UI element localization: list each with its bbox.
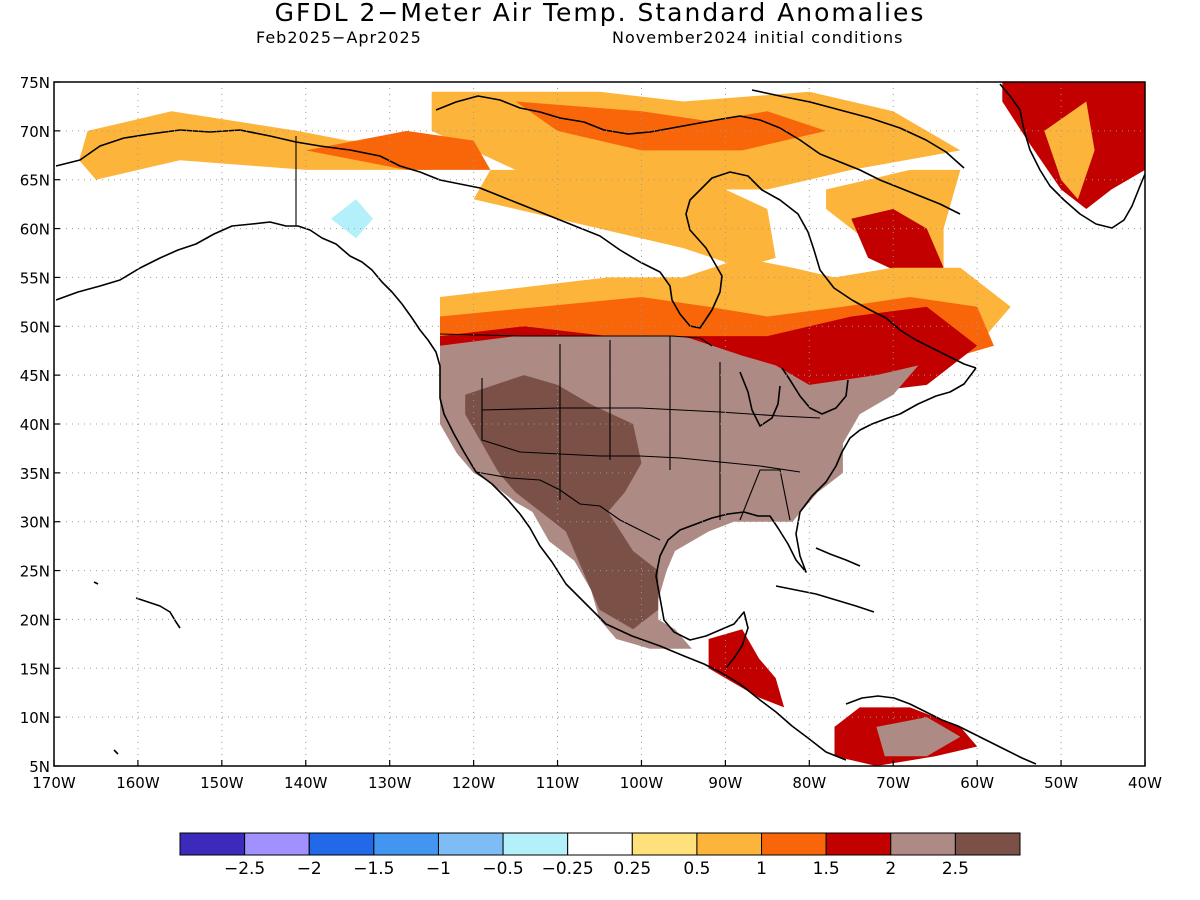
- colorbar-swatch: [761, 832, 827, 856]
- anomaly-region-labrador-warm: [851, 209, 944, 278]
- colorbar-label: −1: [426, 859, 451, 879]
- lat-tick-label: 40N: [20, 416, 50, 434]
- chart-title: GFDL 2−Meter Air Temp. Standard Anomalie…: [274, 0, 926, 27]
- colorbar-swatch: [567, 832, 633, 856]
- anomaly-region-nw-territories-warm: [305, 130, 491, 170]
- colorbar-label: −0.5: [482, 859, 523, 879]
- lat-tick-label: 65N: [20, 172, 50, 190]
- colorbar-label: 1: [756, 859, 767, 879]
- lat-tick-label: 55N: [20, 269, 50, 287]
- lat-tick-label: 60N: [20, 221, 50, 239]
- colorbar-swatch: [244, 832, 310, 856]
- lat-tick-label: 70N: [20, 123, 50, 141]
- lon-tick-label: 50W: [1044, 774, 1078, 792]
- colorbar-label: −1.5: [353, 859, 394, 879]
- colorbar-label: −2.5: [224, 859, 265, 879]
- anomaly-region-west-canada-cool: [456, 238, 491, 258]
- longitude-ticks: 170W 160W 150W 140W 130W 120W 110W 100W 90W 80W 70…: [32, 760, 1162, 792]
- colorbar-label: −2: [297, 859, 322, 879]
- lon-tick-label: 150W: [200, 774, 244, 792]
- colorbar-label: 0.25: [613, 859, 651, 879]
- lon-tick-label: 160W: [116, 774, 160, 792]
- colorbar-swatch: [308, 832, 375, 856]
- lon-tick-label: 130W: [368, 774, 412, 792]
- lon-tick-label: 140W: [284, 774, 328, 792]
- lon-tick-label: 60W: [960, 774, 994, 792]
- colorbar-swatch: [373, 832, 439, 856]
- colorbar-label: 0.5: [683, 859, 710, 879]
- lon-tick-label: 100W: [620, 774, 664, 792]
- lat-tick-label: 20N: [20, 611, 50, 629]
- lat-tick-label: 25N: [20, 563, 50, 581]
- coastlines: [55, 83, 1145, 765]
- colorbar-swatch: [502, 832, 569, 856]
- anomaly-region-arctic-islands-warm: [515, 101, 827, 151]
- anomaly-region-alaska-north-coast: [79, 111, 432, 180]
- lat-tick-label: 10N: [20, 709, 50, 727]
- anomaly-region-greenland-mild: [1044, 101, 1095, 200]
- anomaly-region-south-america-strong: [876, 717, 961, 757]
- lat-tick-label: 50N: [20, 318, 50, 336]
- forecast-period: Feb2025−Apr2025: [256, 28, 422, 47]
- colorbar-swatch: [437, 832, 504, 856]
- colorbar-swatch: [890, 832, 956, 856]
- lon-tick-label: 90W: [708, 774, 742, 792]
- colorbar-swatch: [179, 832, 246, 856]
- lat-lon-grid: [54, 82, 1145, 766]
- lon-tick-label: 120W: [452, 774, 496, 792]
- colorbar-swatch: [954, 832, 1021, 856]
- lon-tick-label: 70W: [876, 774, 910, 792]
- political-borders: [295, 136, 821, 541]
- lat-tick-label: 45N: [20, 367, 50, 385]
- colorbar-label: −0.25: [542, 859, 594, 879]
- lat-tick-label: 15N: [20, 660, 50, 678]
- lon-tick-label: 170W: [32, 774, 76, 792]
- colorbar-label: 2.5: [942, 859, 969, 879]
- lon-tick-label: 80W: [792, 774, 826, 792]
- colorbar: −2.5 −2 −1.5 −1 −0.5 −0.25 0.25 0.5 1 1.5 2 2.5: [179, 832, 1021, 879]
- anomaly-region-canada-north-mild: [473, 169, 776, 268]
- colorbar-label: 1.5: [813, 859, 840, 879]
- lat-tick-label: 35N: [20, 465, 50, 483]
- colorbar-swatch: [696, 832, 763, 856]
- latitude-ticks: 75N 70N 65N 60N 55N 50N 45N 40N 35N 30N 25N 20N 15N 1…: [20, 74, 60, 776]
- anomaly-region-central-america-warm: [708, 629, 785, 708]
- colorbar-swatch: [631, 832, 698, 856]
- lat-tick-label: 30N: [20, 514, 50, 532]
- lon-tick-label: 40W: [1128, 774, 1162, 792]
- lat-tick-label: 75N: [20, 74, 50, 92]
- lat-tick-label: 5N: [29, 758, 50, 776]
- colorbar-swatch: [825, 832, 892, 856]
- initial-conditions: November2024 initial conditions: [612, 28, 904, 47]
- colorbar-label: 2: [885, 859, 896, 879]
- anomaly-region-alaska-cool-core: [330, 199, 373, 239]
- lon-tick-label: 110W: [536, 774, 580, 792]
